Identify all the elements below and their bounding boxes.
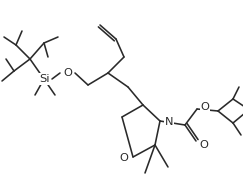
Text: O: O	[120, 153, 129, 163]
Text: Si: Si	[39, 74, 49, 84]
Text: O: O	[64, 68, 72, 78]
Text: N: N	[165, 117, 173, 127]
Text: O: O	[200, 102, 209, 112]
Text: O: O	[200, 140, 208, 150]
